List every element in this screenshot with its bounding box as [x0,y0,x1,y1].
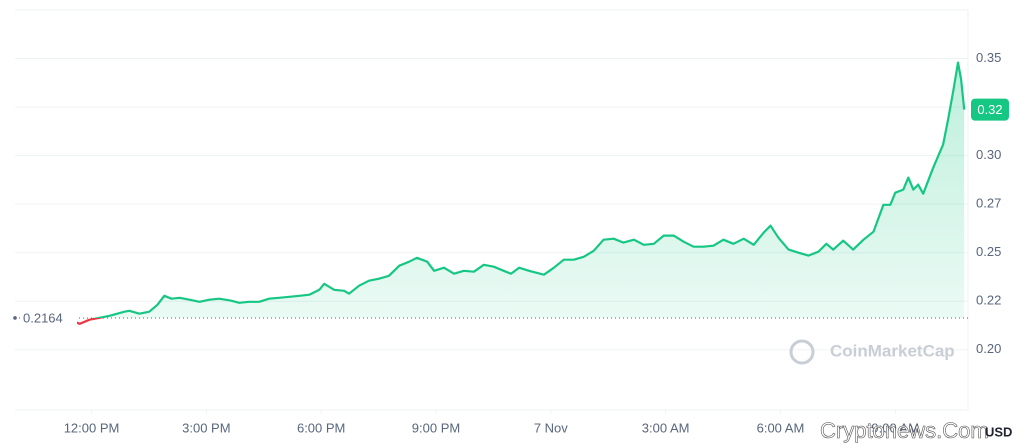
x-tick-label: 6:00 AM [757,420,805,435]
x-tick-label: 9:00 AM [871,420,919,435]
last-price-label: 0.32 [977,102,1002,117]
last-price-badge [971,98,1009,121]
y-tick-label: 0.20 [976,341,1001,356]
x-tick-label: 9:00 PM [412,420,460,435]
y-tick-label: 0.30 [976,147,1001,162]
x-tick-label: 7 Nov [534,420,568,435]
x-tick-label: 6:00 PM [297,420,345,435]
reference-label: 0.2164 [23,310,63,325]
y-tick-label: 0.22 [976,293,1001,308]
source-watermark: Cryptonews.Com [820,418,989,443]
price-area [98,62,965,318]
watermark-logo [789,339,815,365]
reference-dot [13,316,17,320]
x-tick-label: 12:00 PM [64,420,120,435]
price-line-up [92,61,966,318]
y-tick-label: 0.25 [976,244,1001,259]
y-axis-label: USD [985,424,1012,439]
reference-label-bg [21,308,77,327]
x-tick-label: 3:00 PM [182,420,230,435]
watermark: CoinMarketCap [830,341,955,360]
y-tick-label: 0.27 [976,196,1001,211]
y-tick-label: 0.35 [976,50,1001,65]
x-tick-label: 3:00 AM [642,420,690,435]
